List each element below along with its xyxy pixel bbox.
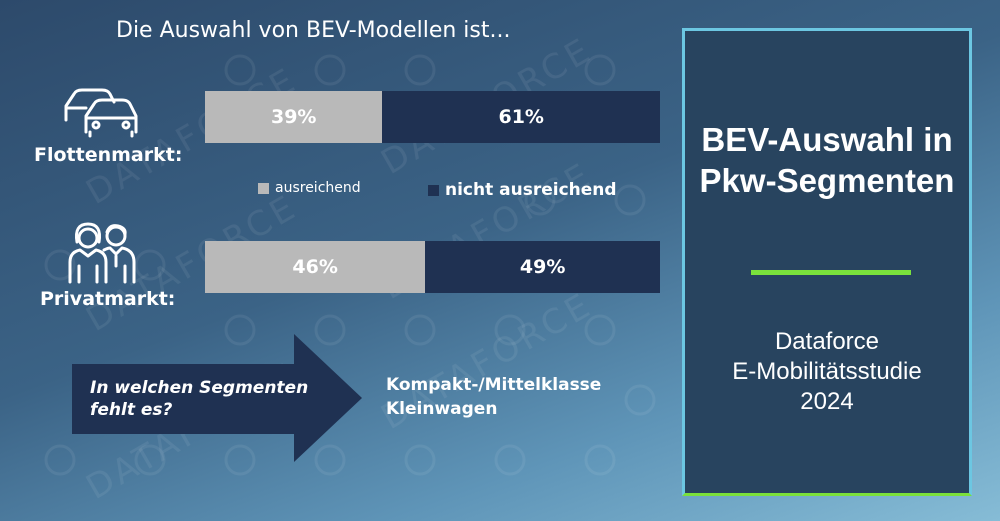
accent-divider [751, 270, 911, 275]
legend-item-insufficient: nicht ausreichend [428, 180, 617, 200]
study-title-card: BEV-Auswahl in Pkw-Segmenten Dataforce E… [682, 28, 972, 496]
legend-label-insufficient: nicht ausreichend [445, 180, 617, 200]
private-sufficient-value: 46% [292, 256, 338, 278]
fleet-insufficient-value: 61% [498, 106, 544, 128]
fleet-sufficient-bar: 39% [205, 91, 383, 143]
people-icon [68, 222, 136, 284]
legend-swatch-insufficient [428, 184, 439, 196]
cars-icon [64, 88, 138, 138]
answer-compact-midsize: Kompakt-/Mittelklasse [386, 375, 602, 395]
fleet-insufficient-bar: 61% [382, 91, 660, 143]
private-market-label: Privatmarkt: [40, 288, 176, 310]
answer-small-cars: Kleinwagen [386, 399, 498, 419]
card-title-line: BEV-Auswahl in [701, 121, 953, 158]
card-title-line: Pkw-Segmenten [699, 162, 955, 199]
private-insufficient-value: 49% [519, 256, 566, 278]
private-sufficient-bar: 46% [205, 241, 426, 293]
segment-question-line: In welchen Segmenten [90, 378, 309, 398]
segment-answers: Kompakt-/Mittelklasse Kleinwagen [386, 373, 601, 421]
fleet-market-bar: 39% 61% [205, 91, 660, 143]
fleet-market-label: Flottenmarkt: [34, 144, 183, 166]
fleet-sufficient-value: 39% [270, 106, 317, 128]
chart-legend: ausreichend nicht ausreichend [258, 180, 678, 202]
card-year: 2024 [800, 388, 854, 415]
segment-question: In welchen Segmenten fehlt es? [90, 377, 308, 421]
page-title: Die Auswahl von BEV-Modellen ist... [116, 18, 511, 43]
card-title: BEV-Auswahl in Pkw-Segmenten [685, 119, 969, 201]
segment-question-line: fehlt es? [90, 400, 173, 420]
legend-item-sufficient: ausreichend [258, 180, 361, 196]
card-study-name: E-Mobilitätsstudie [732, 358, 922, 385]
right-arrow-icon [72, 334, 362, 462]
legend-label-sufficient: ausreichend [275, 180, 361, 196]
private-market-bar: 46% 49% [205, 241, 660, 293]
private-insufficient-bar: 49% [425, 241, 660, 293]
card-subtitle: Dataforce E-Mobilitätsstudie 2024 [685, 327, 969, 417]
legend-swatch-sufficient [258, 182, 269, 194]
card-brand: Dataforce [774, 328, 880, 355]
